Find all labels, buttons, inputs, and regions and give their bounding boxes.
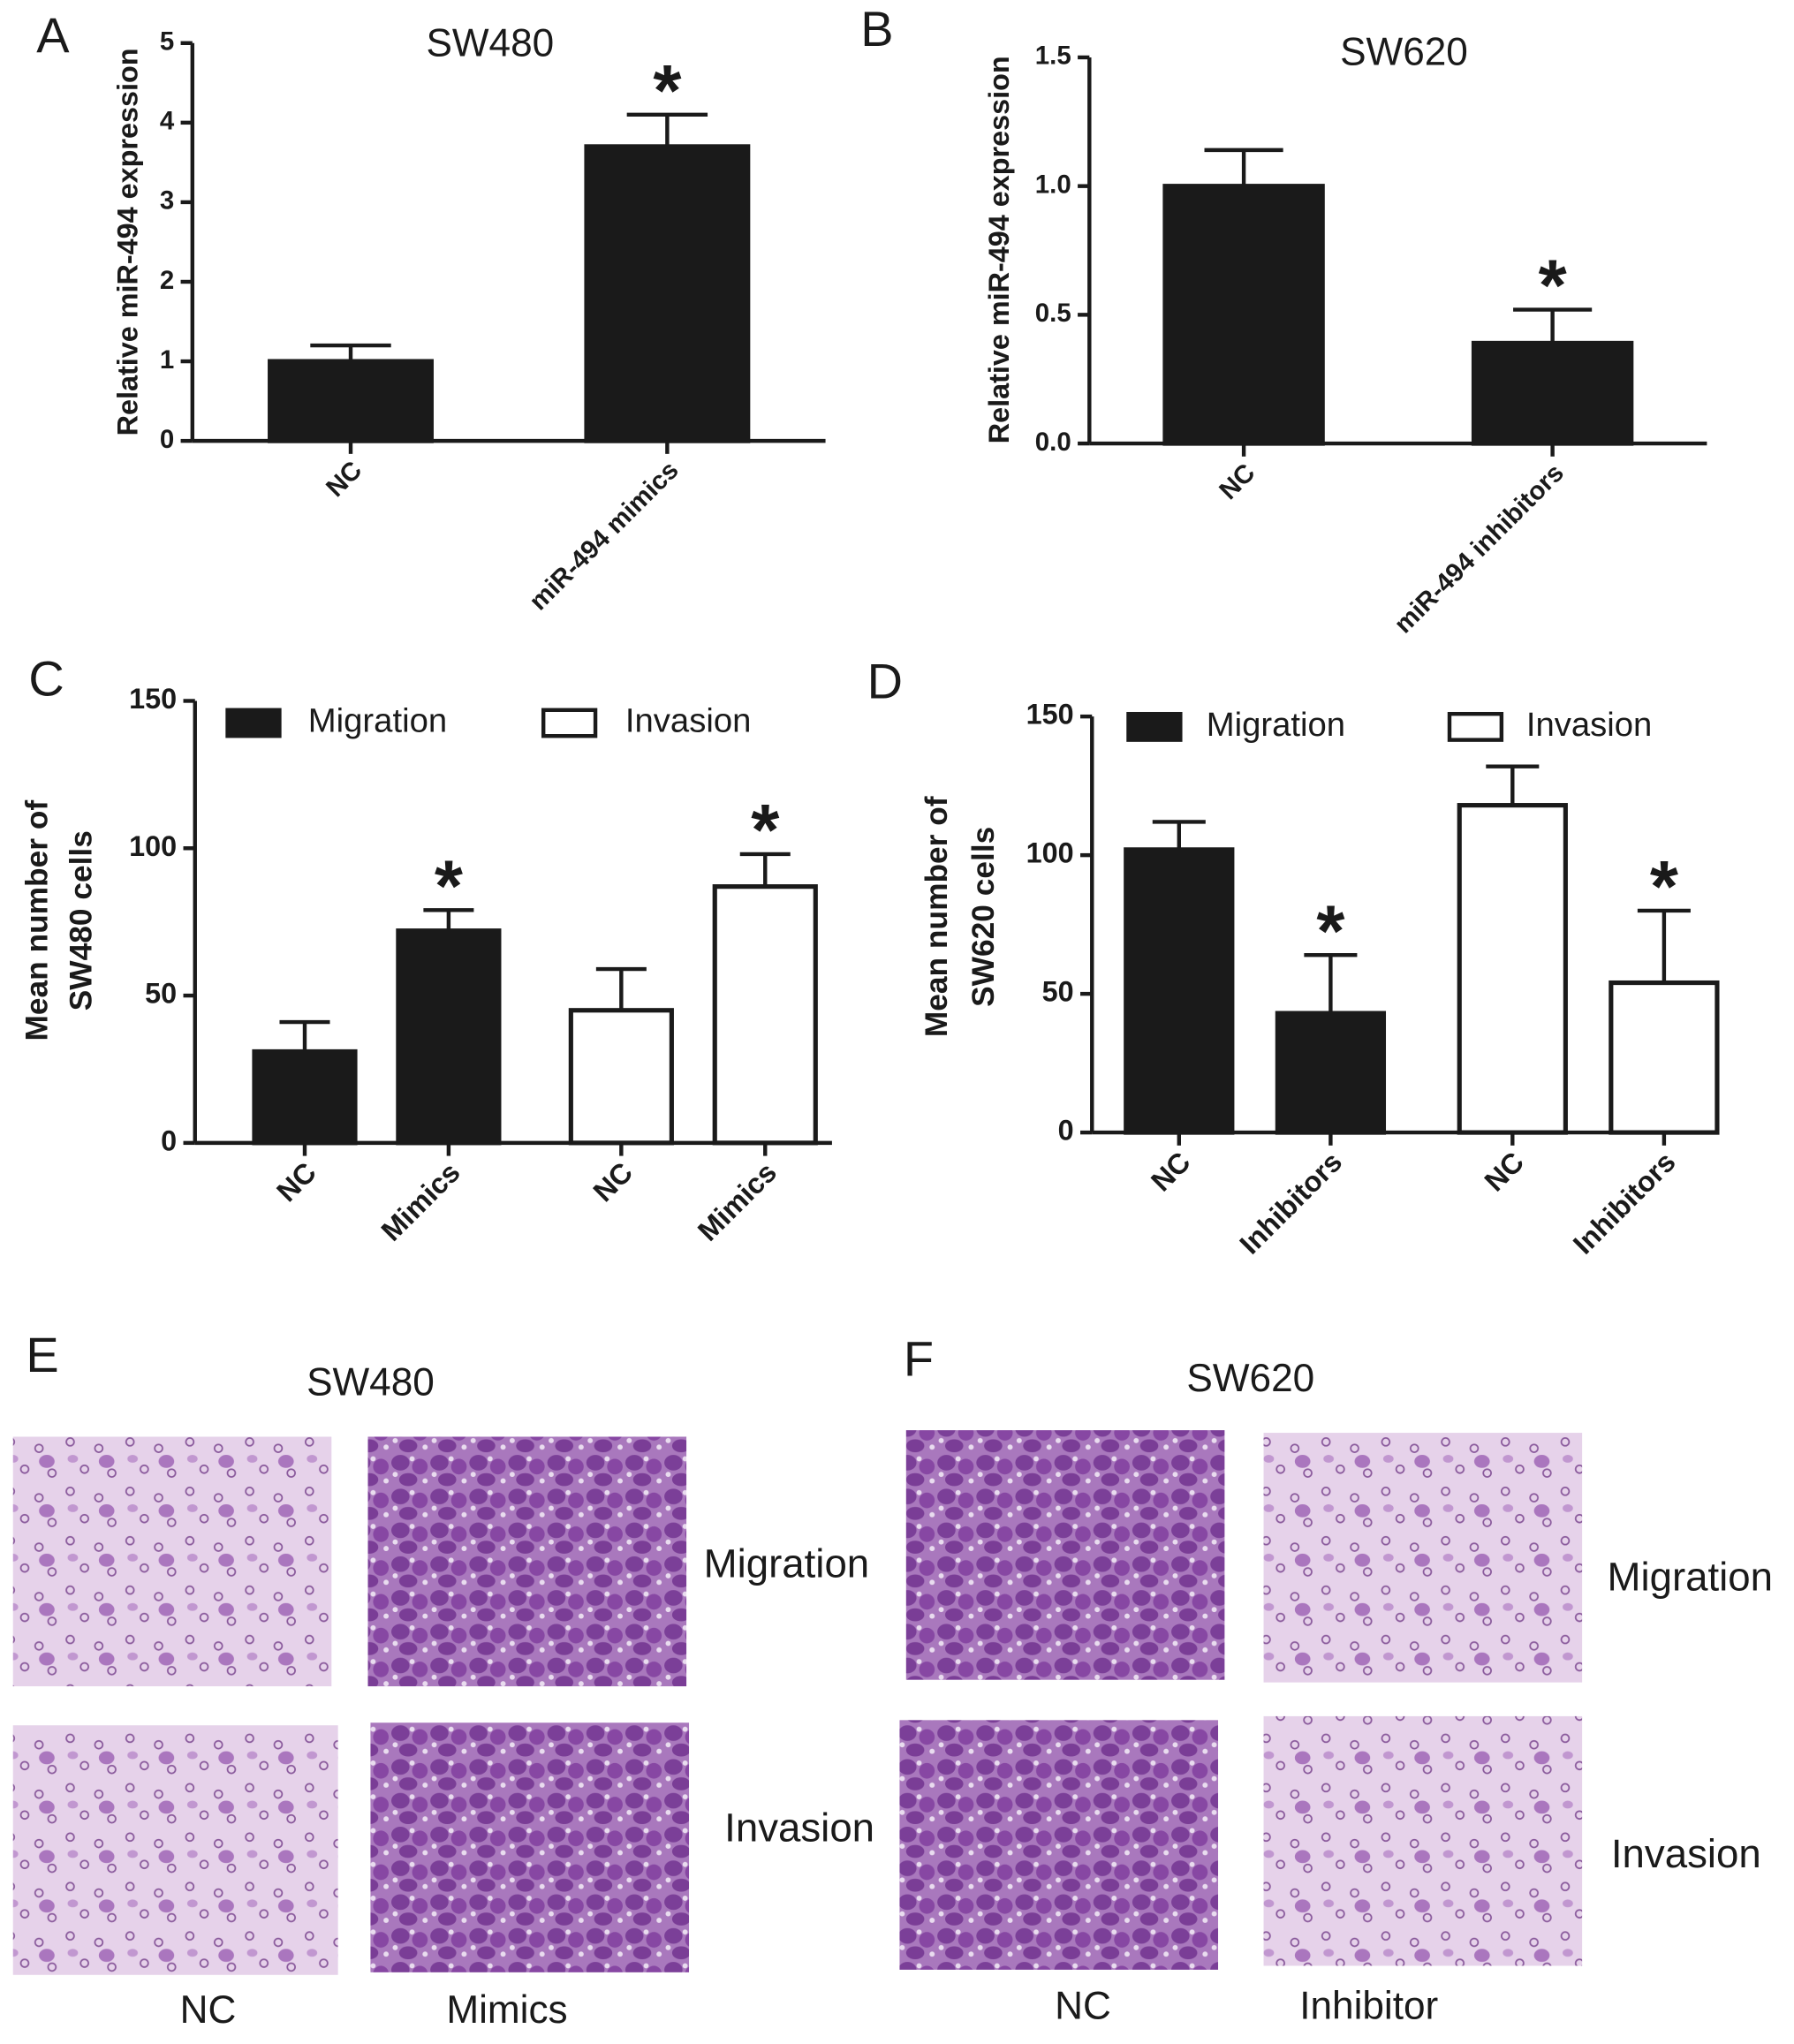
panel-letter: E bbox=[26, 1327, 58, 1382]
panel-title: SW620 bbox=[1186, 1357, 1314, 1400]
y-tick-label: 0 bbox=[1058, 1115, 1074, 1147]
panel-title: SW480 bbox=[307, 1360, 435, 1404]
x-tick-label: NC bbox=[587, 1156, 640, 1208]
y-tick-label: 150 bbox=[1026, 699, 1074, 731]
significance-marker: * bbox=[751, 790, 779, 871]
chart-title: SW480 bbox=[426, 21, 554, 64]
bar bbox=[1162, 184, 1325, 446]
bar bbox=[1471, 340, 1634, 446]
micrograph bbox=[899, 1720, 1219, 1970]
row-label: Migration bbox=[704, 1541, 870, 1586]
bar bbox=[1275, 1011, 1387, 1135]
x-tick-label: miR-494 inhibitors bbox=[1389, 458, 1570, 640]
y-tick-label: 0.5 bbox=[1035, 299, 1071, 328]
micrograph bbox=[370, 1722, 690, 1972]
column-label: Mimics bbox=[446, 1988, 567, 2032]
y-axis-label: Relative miR-494 expression bbox=[112, 49, 144, 436]
row-label: Invasion bbox=[1611, 1831, 1761, 1876]
y-axis-label: Mean number of bbox=[920, 796, 954, 1037]
y-tick-label: 100 bbox=[129, 830, 177, 862]
micrograph bbox=[367, 1436, 687, 1687]
y-axis-label: SW480 cells bbox=[64, 830, 99, 1011]
y-axis-label: Mean number of bbox=[19, 800, 54, 1041]
x-tick-label: Mimics bbox=[692, 1156, 783, 1247]
y-axis-label: Relative miR-494 expression bbox=[983, 56, 1015, 443]
y-tick-label: 1.0 bbox=[1035, 170, 1071, 199]
column-label: NC bbox=[180, 1988, 237, 2032]
legend-label: Invasion bbox=[625, 702, 751, 740]
chart-title: SW620 bbox=[1340, 31, 1468, 74]
y-tick-label: 0.0 bbox=[1035, 428, 1071, 457]
bar bbox=[268, 359, 434, 443]
bar bbox=[712, 884, 818, 1146]
significance-marker: * bbox=[435, 845, 463, 927]
column-label: Inhibitor bbox=[1299, 1985, 1438, 2028]
y-tick-label: 150 bbox=[129, 683, 177, 715]
legend-label: Migration bbox=[1207, 706, 1345, 744]
x-tick-label: NC bbox=[1145, 1146, 1197, 1198]
legend-swatch bbox=[1447, 711, 1504, 742]
significance-marker: * bbox=[653, 50, 681, 132]
y-tick-label: 5 bbox=[160, 27, 174, 57]
x-tick-label: NC bbox=[321, 456, 367, 503]
bar bbox=[252, 1048, 358, 1146]
micrograph bbox=[12, 1436, 332, 1687]
significance-marker: * bbox=[1539, 246, 1567, 327]
column-label: NC bbox=[1055, 1985, 1111, 2028]
panel-letter: F bbox=[904, 1330, 934, 1386]
x-tick-label: Inhibitors bbox=[1234, 1146, 1349, 1260]
bar bbox=[568, 1008, 674, 1146]
legend-swatch bbox=[541, 708, 598, 738]
panel-letter: D bbox=[867, 654, 903, 709]
micrograph bbox=[12, 1725, 338, 1975]
y-tick-label: 0 bbox=[161, 1124, 177, 1156]
y-tick-label: 0 bbox=[160, 425, 174, 454]
significance-marker: * bbox=[1650, 846, 1678, 927]
x-tick-label: Mimics bbox=[375, 1156, 466, 1247]
micrograph bbox=[905, 1430, 1225, 1680]
y-tick-label: 2 bbox=[160, 266, 174, 295]
row-label: Migration bbox=[1607, 1554, 1773, 1599]
legend-label: Invasion bbox=[1526, 706, 1652, 744]
x-tick-label: NC bbox=[270, 1156, 322, 1208]
y-tick-label: 1 bbox=[160, 345, 174, 375]
micrograph bbox=[1263, 1715, 1583, 1966]
y-tick-label: 100 bbox=[1026, 837, 1074, 869]
bar bbox=[1457, 803, 1568, 1135]
y-tick-label: 50 bbox=[145, 978, 177, 1010]
bar bbox=[396, 928, 502, 1146]
x-tick-label: NC bbox=[1214, 458, 1260, 505]
y-tick-label: 4 bbox=[160, 107, 175, 136]
y-tick-label: 1.5 bbox=[1035, 42, 1071, 71]
panel-letter: A bbox=[36, 7, 70, 63]
bar bbox=[1609, 980, 1720, 1135]
panel-letter: B bbox=[860, 1, 893, 57]
x-tick-label: NC bbox=[1479, 1146, 1531, 1198]
row-label: Invasion bbox=[724, 1805, 874, 1850]
bar bbox=[1124, 847, 1235, 1135]
bar bbox=[584, 144, 751, 443]
legend-swatch bbox=[225, 708, 282, 738]
y-axis-label: SW620 cells bbox=[966, 827, 1001, 1007]
x-tick-label: Inhibitors bbox=[1567, 1146, 1682, 1260]
legend-swatch bbox=[1126, 711, 1183, 742]
significance-marker: * bbox=[1316, 890, 1344, 972]
y-tick-label: 50 bbox=[1042, 976, 1074, 1008]
panel-letter: C bbox=[28, 651, 64, 707]
x-tick-label: miR-494 mimics bbox=[524, 456, 685, 617]
micrograph bbox=[1263, 1433, 1583, 1683]
y-tick-label: 3 bbox=[160, 186, 174, 216]
legend-label: Migration bbox=[308, 702, 447, 740]
